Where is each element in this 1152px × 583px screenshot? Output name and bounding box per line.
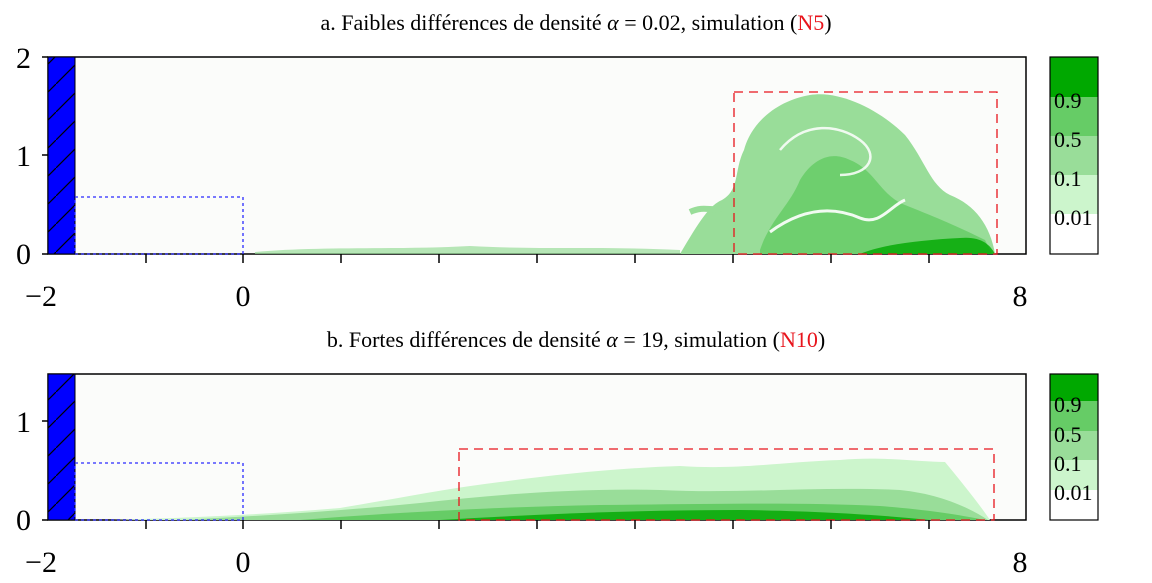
panel-b-ytick-label: 1 bbox=[16, 406, 31, 439]
panel-a-colorbar-label: 0.01 bbox=[1054, 205, 1093, 230]
panel-a-ytick-label: 2 bbox=[16, 42, 31, 75]
panel-b-xtick-label: −2 bbox=[25, 546, 57, 579]
panel-b-colorbar-label: 0.5 bbox=[1054, 422, 1082, 447]
panel-b: b. Fortes différences de densité α = 19,… bbox=[16, 327, 1098, 579]
panel-a-xtick-label: 0 bbox=[236, 280, 251, 313]
panel-b-xtick-label: 8 bbox=[1013, 546, 1028, 579]
panel-a-wall bbox=[48, 57, 75, 254]
panel-b-title: b. Fortes différences de densité α = 19,… bbox=[327, 327, 825, 352]
panel-a-colorbar-label: 0.1 bbox=[1054, 166, 1082, 191]
panel-a-xtick-label: 8 bbox=[1013, 280, 1028, 313]
panel-a-colorbar-label: 0.5 bbox=[1054, 127, 1082, 152]
panel-b-xtick-label: 0 bbox=[236, 546, 251, 579]
panel-a-title: a. Faibles différences de densité α = 0.… bbox=[320, 10, 831, 35]
panel-a-ref: N5 bbox=[797, 10, 824, 35]
panel-a-ytick-label: 0 bbox=[16, 238, 31, 271]
panel-b-colorbar-label: 0.1 bbox=[1054, 451, 1082, 476]
panel-a-ytick-label: 1 bbox=[16, 140, 31, 173]
panel-b-ytick-label: 0 bbox=[16, 504, 31, 537]
panel-a-xtick-label: −2 bbox=[25, 280, 57, 313]
panel-b-wall bbox=[48, 374, 75, 520]
panel-a: a. Faibles différences de densité α = 0.… bbox=[16, 10, 1098, 313]
panel-b-colorbar-label: 0.9 bbox=[1054, 392, 1082, 417]
panel-b-colorbar-label: 0.01 bbox=[1054, 480, 1093, 505]
panel-a-colorbar-label: 0.9 bbox=[1054, 88, 1082, 113]
panel-b-ref: N10 bbox=[780, 327, 818, 352]
